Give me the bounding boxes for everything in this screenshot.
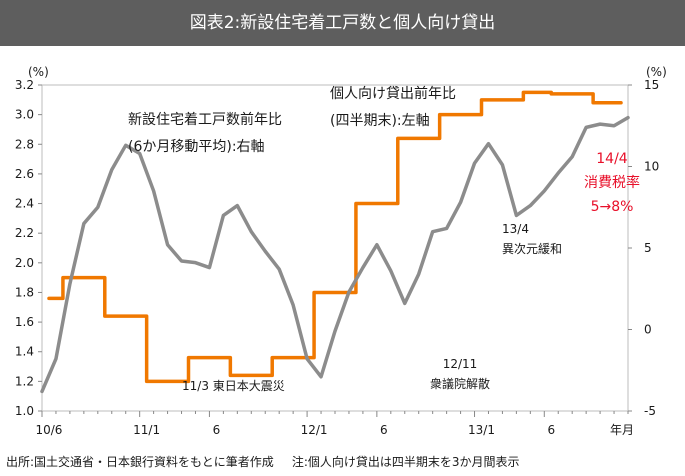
right-axis-unit: (%) — [646, 65, 667, 79]
left-axis-tick-label: 3.2 — [15, 78, 34, 92]
left-axis-tick-label: 1.6 — [15, 315, 34, 329]
annotation-election: 12/11 — [443, 357, 478, 371]
x-axis-tick-label: 11/1 — [133, 423, 160, 437]
lending-series-line — [47, 90, 623, 384]
housing-series-line — [40, 115, 630, 394]
annotation-boj: 異次元緩和 — [502, 242, 562, 256]
housing-series-label: (6か月移動平均):右軸 — [128, 139, 265, 155]
left-axis-tick-label: 2.0 — [15, 256, 34, 270]
x-axis-tick-label: 6 — [213, 423, 221, 437]
left-axis-tick-label: 1.4 — [15, 345, 34, 359]
left-axis-tick-label: 1.8 — [15, 285, 34, 299]
left-axis-tick-label: 2.2 — [15, 226, 34, 240]
right-axis-tick-label: 15 — [644, 78, 659, 92]
x-axis-tick-label: 13/1 — [468, 423, 495, 437]
left-axis-tick-label: 1.2 — [15, 374, 34, 388]
right-axis-tick-label: -5 — [644, 404, 656, 418]
x-axis-tick-label: 6 — [547, 423, 555, 437]
annotation-earthquake: 11/3 東日本大震災 — [182, 379, 285, 393]
footnote: 注:個人向け貸出は四半期末を3か月間表示 — [291, 455, 520, 469]
left-axis-tick-label: 2.8 — [15, 137, 34, 151]
annotation-tax: 消費税率 — [584, 174, 640, 191]
housing-series-label: 新設住宅着工戸数前年比 — [128, 111, 282, 128]
left-axis-tick-label: 1.0 — [15, 404, 34, 418]
left-axis-tick-label: 2.4 — [15, 197, 34, 211]
lending-series-label: (四半期末):左軸 — [330, 113, 430, 129]
right-axis-tick-label: 10 — [644, 160, 659, 174]
title-bar: 図表2:新設住宅着工戸数と個人向け貸出 — [0, 0, 685, 46]
annotation-tax: 14/4 — [596, 151, 628, 167]
right-axis-tick-label: 5 — [644, 241, 652, 255]
source-note: 出所:国土交通省・日本銀行資料をもとに筆者作成 — [6, 455, 274, 469]
annotation-election: 衆議院解散 — [430, 376, 490, 391]
left-axis-tick-label: 2.6 — [15, 167, 34, 181]
left-axis-tick-label: 3.0 — [15, 108, 34, 122]
lending-series-label: 個人向け貸出前年比 — [330, 85, 456, 102]
x-axis-tick-label: 6 — [380, 423, 388, 437]
chart-title: 図表2:新設住宅着工戸数と個人向け貸出 — [189, 13, 496, 33]
right-axis-tick-label: 0 — [644, 323, 652, 337]
x-axis-unit: 年月 — [610, 423, 634, 437]
x-axis-tick-label: 12/1 — [301, 423, 328, 437]
annotation-boj: 13/4 — [502, 222, 529, 236]
left-axis-unit: (%) — [28, 65, 49, 79]
chart: 1.01.21.41.61.82.02.22.42.62.83.03.2(%)-… — [15, 65, 667, 437]
annotation-tax: 5→8% — [591, 199, 634, 215]
footer: 出所:国土交通省・日本銀行資料をもとに筆者作成 注:個人向け貸出は四半期末を3か月… — [6, 453, 520, 470]
x-axis-tick-label: 10/6 — [35, 423, 62, 437]
